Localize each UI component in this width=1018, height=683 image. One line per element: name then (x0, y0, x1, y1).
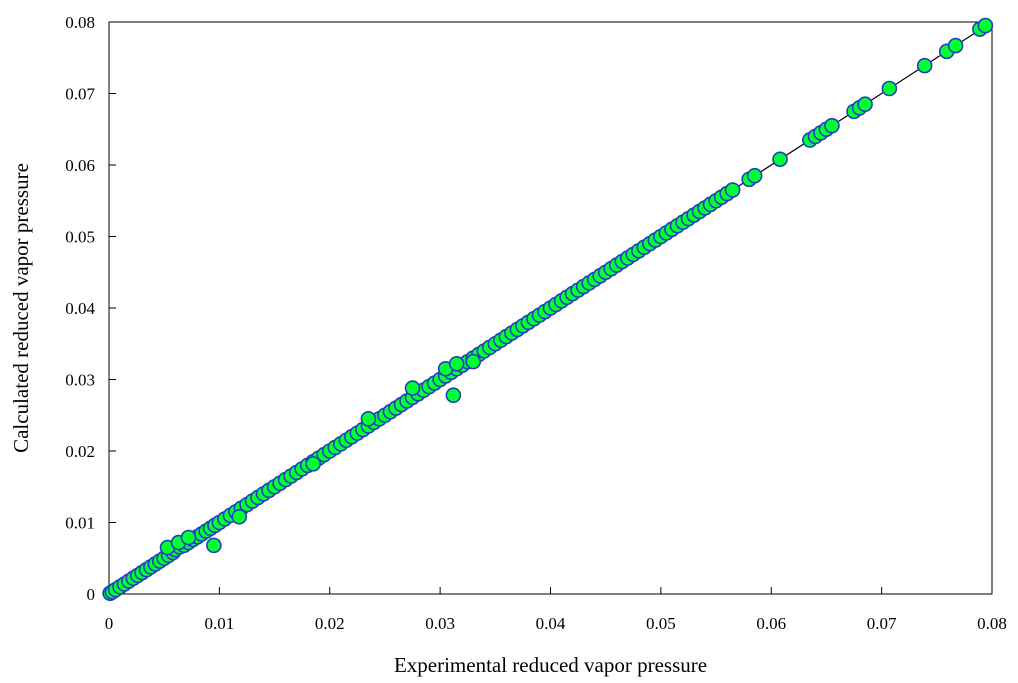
data-point (180, 529, 197, 546)
data-point (977, 17, 994, 34)
x-tick-label: 0.06 (756, 614, 786, 633)
y-tick-label: 0.03 (65, 371, 95, 390)
x-tick-label: 0.02 (315, 614, 345, 633)
data-point (448, 355, 465, 372)
data-point (824, 117, 840, 134)
data-point (465, 353, 482, 370)
data-point (445, 387, 462, 404)
y-tick-label: 0.04 (65, 299, 95, 318)
y-tick-label: 0.01 (65, 514, 95, 533)
data-point (772, 151, 788, 168)
x-tick-label: 0.05 (646, 614, 676, 633)
x-tick-label: 0.01 (205, 614, 235, 633)
x-axis-ticks: 0 0.01 0.02 0.03 0.04 0.05 0.06 0.07 0.08 (105, 587, 1007, 633)
y-tick-label: 0.06 (65, 156, 95, 175)
data-point (360, 411, 377, 427)
data-point (857, 96, 873, 113)
y-tick-label: 0.05 (65, 228, 95, 247)
data-point (746, 167, 763, 184)
x-tick-label: 0.04 (536, 614, 566, 633)
x-tick-label: 0.03 (425, 614, 455, 633)
data-point (724, 182, 741, 198)
data-point (231, 508, 248, 525)
y-tick-label: 0 (87, 585, 96, 604)
x-tick-label: 0.07 (867, 614, 897, 633)
data-point (881, 80, 898, 97)
data-points (102, 17, 994, 602)
y-axis-ticks: 0 0.01 0.02 0.03 0.04 0.05 0.06 0.07 0.08 (65, 13, 116, 604)
data-point (947, 37, 964, 54)
data-point (305, 456, 321, 472)
x-axis-title: Experimental reduced vapor pressure (394, 653, 707, 677)
data-point (916, 57, 933, 74)
data-point (206, 537, 222, 554)
x-tick-label: 0 (105, 614, 114, 633)
y-tick-label: 0.08 (65, 13, 95, 32)
y-tick-label: 0.02 (65, 442, 95, 461)
y-tick-label: 0.07 (65, 85, 95, 104)
x-tick-label: 0.08 (977, 614, 1007, 633)
data-point (404, 380, 421, 396)
y-axis-title: Calculated reduced vapor pressure (9, 163, 33, 453)
